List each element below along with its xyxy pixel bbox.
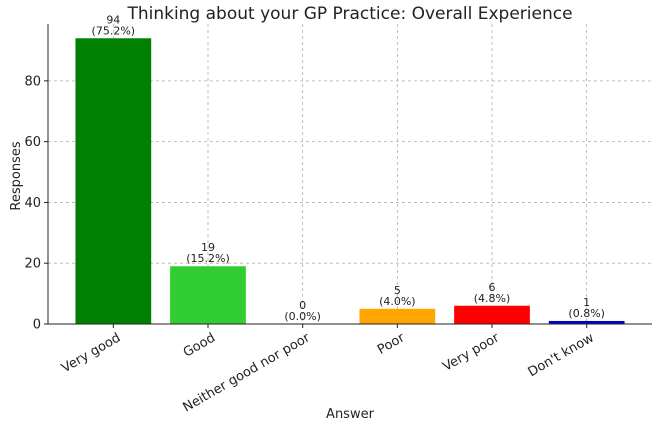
bar-4 — [454, 305, 530, 324]
x-axis-label: Answer — [326, 407, 375, 422]
data-labels: 94(75.2%) 19(15.2%) 0(0.0%) 5(4.0%) 6(4.8%) 1… — [92, 13, 605, 323]
data-label-percent: (15.2%) — [186, 252, 230, 265]
data-label-count: 94 — [106, 13, 120, 26]
data-label-count: 1 — [583, 296, 590, 309]
x-tick-label: Poor — [375, 330, 408, 358]
y-axis-label: Responses — [9, 141, 24, 210]
y-tick-label: 20 — [24, 257, 41, 272]
data-label-percent: (0.8%) — [568, 307, 605, 320]
y-tick-label: 60 — [24, 135, 41, 150]
y-tick-label: 0 — [33, 318, 41, 333]
data-label-count: 19 — [201, 241, 215, 254]
data-label-count: 5 — [394, 284, 401, 297]
chart-title: Thinking about your GP Practice: Overall… — [126, 4, 572, 24]
x-tick-label: Good — [181, 330, 218, 360]
bar-0 — [75, 38, 152, 325]
data-label-percent: (4.0%) — [379, 295, 416, 308]
bar-1 — [170, 266, 246, 324]
bar-5 — [548, 320, 625, 324]
x-tick-label: Very poor — [440, 330, 502, 375]
x-tick-label: Don't know — [526, 330, 597, 380]
data-label-percent: (75.2%) — [92, 24, 136, 37]
y-tick-label: 40 — [24, 196, 41, 211]
data-label-percent: (0.0%) — [284, 310, 321, 323]
y-axis-ticks: 0 20 40 60 80 — [24, 74, 48, 333]
bar-3 — [359, 308, 436, 324]
bars — [75, 38, 625, 325]
data-label-count: 6 — [489, 281, 496, 294]
x-tick-label: Very good — [59, 330, 123, 376]
y-tick-label: 80 — [24, 74, 41, 89]
data-label-count: 0 — [299, 299, 306, 312]
data-label-percent: (4.8%) — [474, 292, 511, 305]
